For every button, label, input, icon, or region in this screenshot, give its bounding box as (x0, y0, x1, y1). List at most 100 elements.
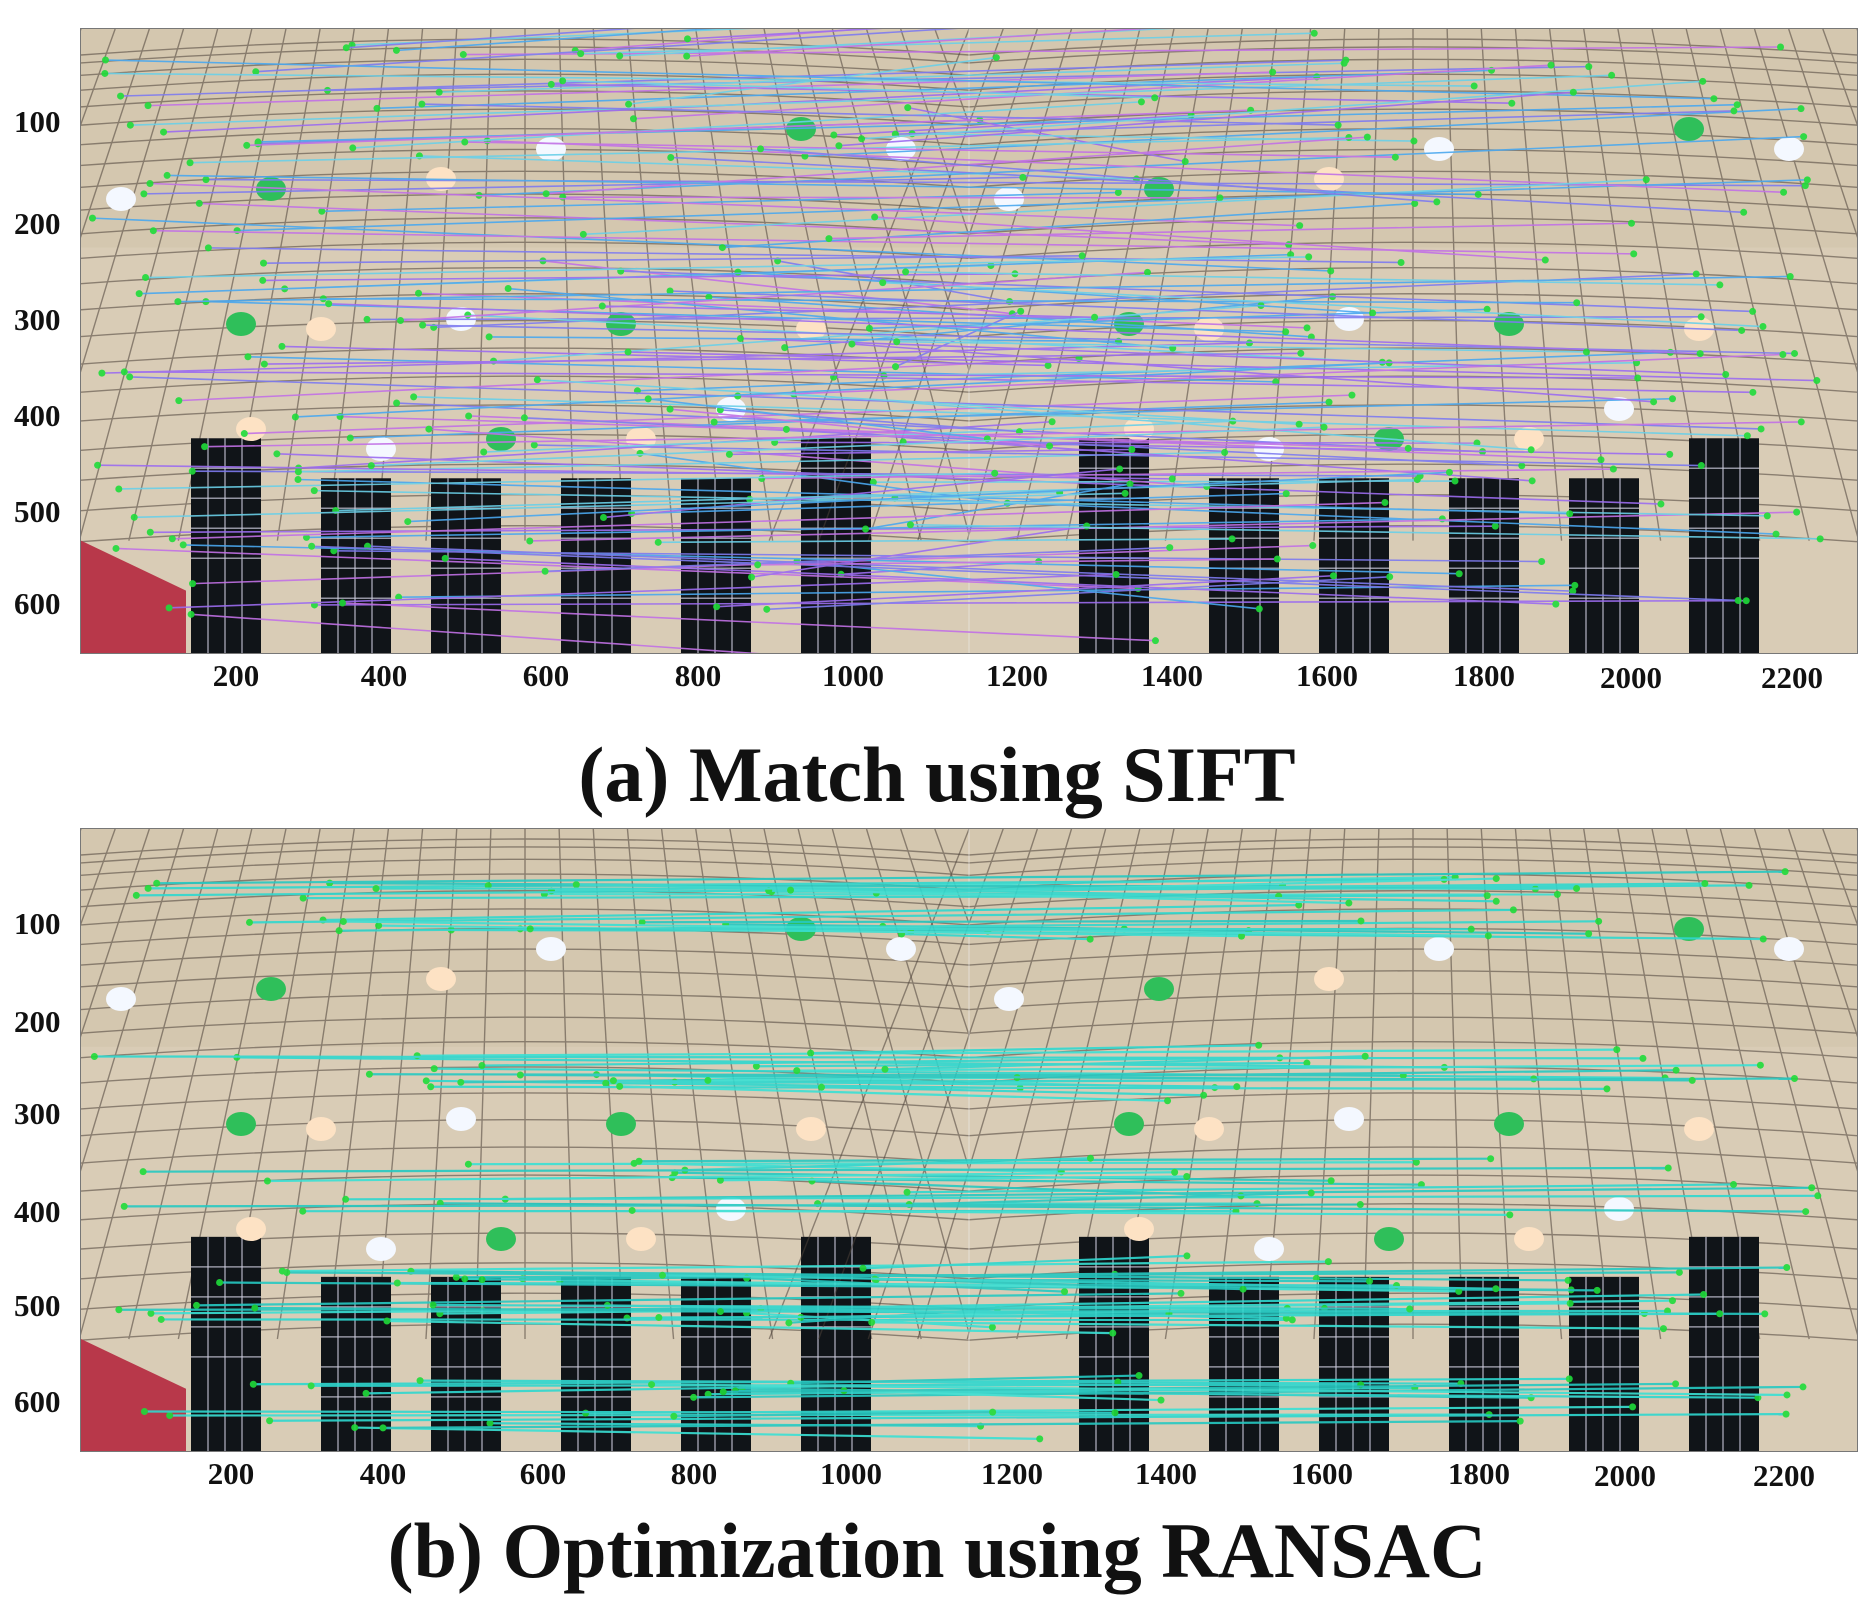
keypoint (1808, 1184, 1816, 1192)
keypoint (1391, 153, 1399, 161)
keypoint (526, 925, 534, 933)
keypoint (416, 1377, 424, 1385)
keypoint (245, 918, 253, 926)
match-line (321, 191, 1119, 213)
keypoint (1800, 133, 1808, 141)
match-line (149, 182, 1300, 227)
keypoint (704, 1390, 712, 1398)
lamp (536, 137, 566, 161)
keypoint (1365, 1277, 1373, 1285)
match-line (105, 59, 1714, 100)
keypoint (338, 599, 346, 607)
keypoint (1553, 890, 1561, 898)
match-line (670, 156, 1744, 214)
keypoint (142, 274, 150, 282)
keypoint (1445, 468, 1453, 476)
keypoint (157, 1315, 165, 1323)
keypoint (415, 289, 423, 297)
keypoint (1642, 176, 1650, 184)
grid-line (81, 829, 150, 1038)
match-line (281, 345, 1049, 367)
keypoint (1742, 597, 1750, 605)
keypoint (1745, 881, 1753, 889)
keypoint (787, 886, 795, 894)
match-line (804, 107, 1802, 157)
keypoint (146, 528, 154, 536)
keypoint (188, 467, 196, 475)
keypoint (1506, 1211, 1514, 1219)
match-line (199, 202, 1289, 246)
keypoint (782, 425, 790, 433)
keypoint (758, 474, 766, 482)
keypoint (189, 580, 197, 588)
keypoint (690, 1393, 698, 1401)
keypoint (1282, 328, 1290, 336)
keypoint (393, 399, 401, 407)
match-line (255, 29, 959, 73)
keypoint (1734, 596, 1742, 604)
keypoint (1091, 313, 1099, 321)
keypoint (1803, 176, 1811, 184)
match-line (267, 1171, 1175, 1183)
match-line (524, 417, 1522, 467)
keypoint (1508, 99, 1516, 107)
keypoint (625, 100, 633, 108)
keypoint (1356, 1201, 1364, 1209)
match-line (94, 1055, 1643, 1060)
match-line (118, 472, 995, 490)
keypoint (1573, 885, 1581, 893)
keypoint (130, 513, 138, 521)
keypoint (1781, 868, 1789, 876)
lamp (366, 1237, 396, 1261)
keypoint (294, 476, 302, 484)
keypoint (1509, 906, 1517, 914)
keypoint (638, 918, 646, 926)
lamp (1774, 137, 1804, 161)
match-line (433, 1303, 1410, 1311)
y-tick: 500 (14, 494, 61, 529)
match-line (777, 260, 1010, 303)
match-line (367, 545, 1573, 592)
grid-line (81, 829, 219, 1336)
keypoint (419, 321, 427, 329)
match-line (311, 545, 1739, 602)
lamp (1674, 917, 1704, 941)
match-line (720, 1175, 1187, 1182)
match-line (716, 574, 1334, 608)
keypoint (1114, 189, 1122, 197)
keypoint (1492, 1285, 1500, 1293)
keypoint (719, 1388, 727, 1396)
match-line (371, 426, 1325, 467)
match-line (761, 468, 1614, 480)
match-line (464, 1277, 1459, 1293)
keypoint (325, 300, 333, 308)
match-line (869, 308, 1488, 330)
keypoint (413, 1052, 421, 1060)
grid-line (558, 829, 576, 1340)
keypoint (1716, 1310, 1724, 1318)
ceiling-grid (768, 829, 1857, 1341)
match-line (658, 1312, 1720, 1319)
match-line (628, 351, 1817, 382)
match-line (576, 883, 1279, 898)
keypoint (1756, 1061, 1764, 1069)
keypoint (871, 213, 879, 221)
grid-line (1446, 829, 1464, 1340)
match-line (821, 1086, 1204, 1097)
grid-line (797, 29, 922, 541)
keypoint (1357, 917, 1365, 925)
match-line (400, 271, 1148, 322)
keypoint (1381, 499, 1389, 507)
window (801, 438, 871, 653)
match-line (92, 217, 1331, 272)
match-line (757, 558, 1278, 566)
keypoint (1325, 398, 1333, 406)
keypoint (1492, 875, 1500, 883)
keypoint (1790, 1075, 1798, 1083)
match-line (862, 1254, 1188, 1270)
x-tick: 1000 (820, 1456, 882, 1491)
keypoint (144, 102, 152, 110)
match-line (120, 59, 1346, 97)
keypoint (342, 44, 350, 52)
window (1569, 478, 1639, 653)
